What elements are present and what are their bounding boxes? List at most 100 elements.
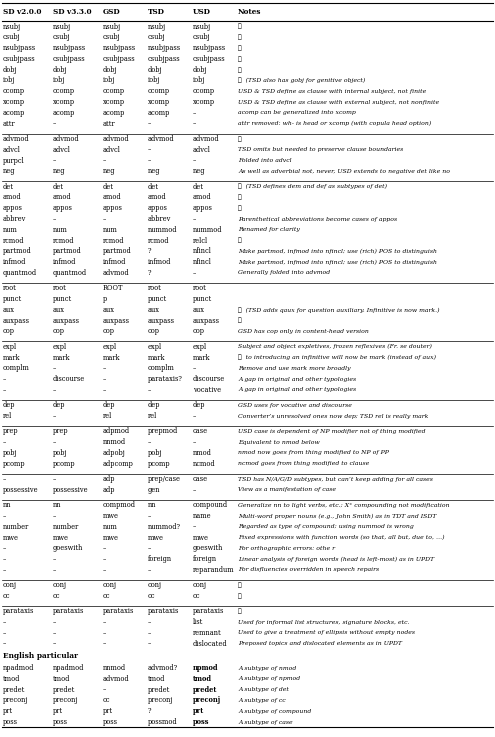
Text: infmod: infmod bbox=[148, 258, 171, 266]
Text: USD: USD bbox=[193, 8, 211, 16]
Text: relcl: relcl bbox=[193, 237, 208, 245]
Text: expl: expl bbox=[148, 343, 162, 351]
Text: English particular: English particular bbox=[3, 652, 78, 660]
Text: –: – bbox=[193, 486, 197, 494]
Text: A subtype of cc: A subtype of cc bbox=[238, 698, 286, 703]
Text: iobj: iobj bbox=[103, 77, 115, 85]
Text: nnmod: nnmod bbox=[103, 439, 126, 446]
Text: parataxis: parataxis bbox=[148, 607, 179, 615]
Text: aux: aux bbox=[193, 306, 205, 314]
Text: preconj: preconj bbox=[148, 696, 173, 705]
Text: ccomp: ccomp bbox=[148, 87, 170, 95]
Text: –: – bbox=[53, 215, 56, 223]
Text: advmod?: advmod? bbox=[148, 664, 178, 672]
Text: dep: dep bbox=[148, 401, 160, 409]
Text: quantmod: quantmod bbox=[3, 269, 37, 277]
Text: mwe: mwe bbox=[103, 534, 119, 542]
Text: conj: conj bbox=[53, 581, 67, 590]
Text: USD case is dependent of NP modifier not of thing modified: USD case is dependent of NP modifier not… bbox=[238, 429, 426, 434]
Text: Notes: Notes bbox=[238, 8, 261, 16]
Text: auxpass: auxpass bbox=[193, 317, 220, 325]
Text: compmod: compmod bbox=[103, 501, 136, 509]
Text: –: – bbox=[3, 375, 6, 383]
Text: num: num bbox=[3, 226, 18, 234]
Text: pcomp: pcomp bbox=[53, 460, 76, 468]
Text: ✓: ✓ bbox=[238, 318, 242, 324]
Text: –: – bbox=[148, 156, 151, 164]
Text: attr: attr bbox=[103, 119, 116, 128]
Text: rel: rel bbox=[148, 412, 157, 420]
Text: neg: neg bbox=[148, 167, 160, 175]
Text: dep: dep bbox=[3, 401, 15, 409]
Text: conj: conj bbox=[3, 581, 17, 590]
Text: A subtype of nmod: A subtype of nmod bbox=[238, 666, 296, 671]
Text: cop: cop bbox=[103, 327, 115, 335]
Text: –: – bbox=[53, 555, 56, 563]
Text: poss: poss bbox=[3, 718, 18, 726]
Text: nmod: nmod bbox=[193, 449, 212, 457]
Text: iobj: iobj bbox=[3, 77, 15, 85]
Text: ccomp: ccomp bbox=[53, 87, 75, 95]
Text: –: – bbox=[3, 475, 6, 483]
Text: advmod: advmod bbox=[103, 675, 130, 683]
Text: infmod: infmod bbox=[103, 258, 126, 266]
Text: expl: expl bbox=[193, 343, 207, 351]
Text: prt: prt bbox=[193, 708, 204, 716]
Text: –: – bbox=[103, 545, 106, 552]
Text: tmod: tmod bbox=[148, 675, 165, 683]
Text: discourse: discourse bbox=[193, 375, 225, 383]
Text: infmod: infmod bbox=[53, 258, 76, 266]
Text: acomp can be generalized into xcomp: acomp can be generalized into xcomp bbox=[238, 111, 356, 116]
Text: –: – bbox=[148, 439, 151, 446]
Text: number: number bbox=[53, 523, 79, 531]
Text: nsubjpass: nsubjpass bbox=[103, 44, 136, 52]
Text: mwe: mwe bbox=[148, 534, 164, 542]
Text: –: – bbox=[103, 629, 106, 637]
Text: acomp: acomp bbox=[103, 109, 125, 117]
Text: parataxis?: parataxis? bbox=[148, 375, 183, 383]
Text: ✓: ✓ bbox=[238, 206, 242, 211]
Text: aux: aux bbox=[148, 306, 160, 314]
Text: discourse: discourse bbox=[53, 375, 85, 383]
Text: foreign: foreign bbox=[148, 555, 172, 563]
Text: root: root bbox=[148, 284, 162, 293]
Text: partmod: partmod bbox=[53, 248, 82, 256]
Text: name: name bbox=[193, 512, 212, 520]
Text: mark: mark bbox=[148, 354, 165, 362]
Text: nn: nn bbox=[3, 501, 11, 509]
Text: npadmod: npadmod bbox=[3, 664, 34, 672]
Text: –: – bbox=[3, 512, 6, 520]
Text: A subtype of compound: A subtype of compound bbox=[238, 709, 311, 713]
Text: nsubjpass: nsubjpass bbox=[193, 44, 226, 52]
Text: num: num bbox=[53, 226, 68, 234]
Text: num: num bbox=[103, 523, 118, 531]
Text: ✓  (TSD adds qaux for question auxiliary. Infinitive is now mark.): ✓ (TSD adds qaux for question auxiliary.… bbox=[238, 307, 440, 312]
Text: attr: attr bbox=[3, 119, 16, 128]
Text: predet: predet bbox=[3, 685, 25, 694]
Text: A subtype of npmod: A subtype of npmod bbox=[238, 677, 300, 682]
Text: possessive: possessive bbox=[53, 486, 89, 494]
Text: ✓: ✓ bbox=[238, 35, 242, 40]
Text: Linear analysis of foreign words (head is left-most) as in UPDT: Linear analysis of foreign words (head i… bbox=[238, 556, 434, 562]
Text: mark: mark bbox=[193, 354, 210, 362]
Text: npmod: npmod bbox=[193, 664, 218, 672]
Text: aux: aux bbox=[53, 306, 65, 314]
Text: nsubj: nsubj bbox=[53, 23, 71, 30]
Text: goeswith: goeswith bbox=[53, 545, 83, 552]
Text: ✓: ✓ bbox=[238, 67, 242, 72]
Text: A gap in original and other typologies: A gap in original and other typologies bbox=[238, 377, 356, 382]
Text: adpobj: adpobj bbox=[103, 449, 126, 457]
Text: appos: appos bbox=[148, 204, 168, 212]
Text: nsubj: nsubj bbox=[193, 23, 211, 30]
Text: quantmod: quantmod bbox=[53, 269, 87, 277]
Text: –: – bbox=[3, 555, 6, 563]
Text: –: – bbox=[53, 412, 56, 420]
Text: advmod: advmod bbox=[53, 135, 80, 143]
Text: –: – bbox=[3, 386, 6, 394]
Text: csubj: csubj bbox=[193, 33, 211, 41]
Text: ✓: ✓ bbox=[238, 593, 242, 599]
Text: csubj: csubj bbox=[148, 33, 166, 41]
Text: case: case bbox=[193, 427, 208, 436]
Text: poss: poss bbox=[53, 718, 68, 726]
Text: appos: appos bbox=[193, 204, 213, 212]
